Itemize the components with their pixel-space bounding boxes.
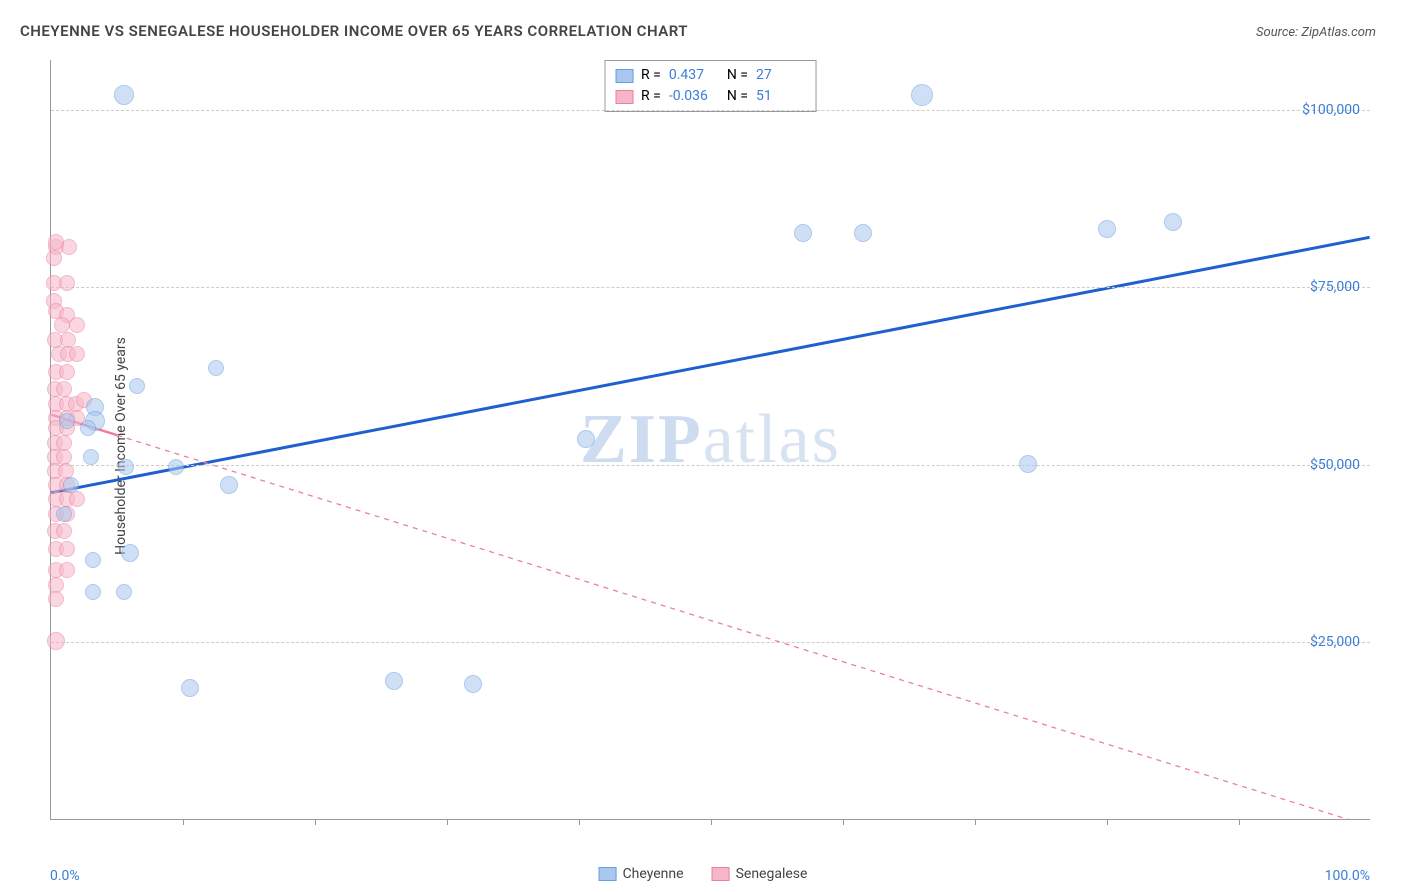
legend-swatch-senegalese [712,867,730,881]
series-legend: Cheyenne Senegalese [599,866,808,882]
trend-lines [51,60,1370,819]
scatter-point [59,541,75,557]
x-tick [315,819,316,825]
scatter-point [385,672,403,690]
x-tick [183,819,184,825]
scatter-point [80,420,96,436]
scatter-point [464,675,482,693]
scatter-point [116,584,132,600]
scatter-point [59,275,75,291]
scatter-point [794,224,812,242]
x-tick [711,819,712,825]
y-tick-label: $50,000 [1310,457,1360,473]
scatter-point [69,346,85,362]
scatter-point [56,523,72,539]
scatter-point [56,506,72,522]
scatter-point [854,224,872,242]
scatter-point [114,85,134,105]
scatter-point [47,632,65,650]
chart-source: Source: ZipAtlas.com [1256,25,1376,40]
scatter-point [63,477,79,493]
n-label: N = [727,65,748,86]
x-tick [975,819,976,825]
watermark-bold: ZIP [580,401,703,478]
gridline [51,642,1370,643]
x-axis-max-label: 100.0% [1325,868,1370,884]
scatter-point [1019,455,1037,473]
stats-legend: R = 0.437 N = 27 R = -0.036 N = 51 [604,60,817,112]
r-label: R = [641,65,661,86]
legend-swatch-cheyenne [599,867,617,881]
scatter-point [83,449,99,465]
chart-title: CHEYENNE VS SENEGALESE HOUSEHOLDER INCOM… [20,22,688,40]
n-label: N = [727,86,748,107]
scatter-point [69,317,85,333]
scatter-point [208,360,224,376]
n-value-2: 51 [756,86,806,107]
scatter-point [118,459,134,475]
r-value-2: -0.036 [669,86,719,107]
scatter-point [48,234,64,250]
scatter-point [46,250,62,266]
scatter-point [1164,213,1182,231]
x-tick [843,819,844,825]
stats-legend-row-1: R = 0.437 N = 27 [615,65,806,86]
r-value-1: 0.437 [669,65,719,86]
scatter-point [59,562,75,578]
scatter-point [69,491,85,507]
scatter-point [121,544,139,562]
scatter-point [59,413,75,429]
scatter-point [48,591,64,607]
scatter-point [220,476,238,494]
chart-container: CHEYENNE VS SENEGALESE HOUSEHOLDER INCOM… [0,0,1406,892]
swatch-senegalese [615,90,633,104]
scatter-point [129,378,145,394]
gridline [51,465,1370,466]
legend-label-cheyenne: Cheyenne [623,866,684,882]
plot-area: ZIPatlas R = 0.437 N = 27 R = -0.036 N =… [50,60,1370,820]
gridline [51,110,1370,111]
scatter-point [59,364,75,380]
stats-legend-row-2: R = -0.036 N = 51 [615,86,806,107]
scatter-point [168,459,184,475]
x-tick [1239,819,1240,825]
scatter-point [181,679,199,697]
r-label: R = [641,86,661,107]
watermark-light: atlas [703,401,841,478]
legend-label-senegalese: Senegalese [736,866,808,882]
scatter-point [85,552,101,568]
legend-item-senegalese: Senegalese [712,866,808,882]
y-tick-label: $25,000 [1310,634,1360,650]
gridline [51,287,1370,288]
x-tick [1107,819,1108,825]
y-tick-label: $100,000 [1302,102,1360,118]
y-tick-label: $75,000 [1310,279,1360,295]
scatter-point [911,84,933,106]
x-tick [447,819,448,825]
legend-item-cheyenne: Cheyenne [599,866,684,882]
x-axis-min-label: 0.0% [50,868,80,884]
x-tick [579,819,580,825]
swatch-cheyenne [615,69,633,83]
scatter-point [577,430,595,448]
n-value-1: 27 [756,65,806,86]
scatter-point [1098,220,1116,238]
watermark: ZIPatlas [580,400,841,480]
scatter-point [85,584,101,600]
